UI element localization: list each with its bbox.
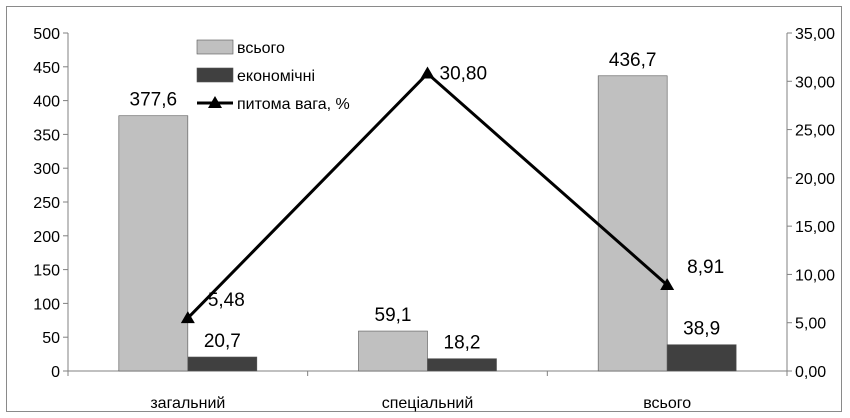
- y-left-tick-label: 150: [33, 263, 60, 280]
- y-left-tick-label: 450: [33, 60, 60, 77]
- y-right-tick-label: 30,00: [795, 74, 835, 91]
- legend-label: всього: [237, 40, 285, 57]
- ratio-data-label: 30,80: [440, 64, 488, 85]
- legend-marker: [208, 96, 222, 108]
- ratio-marker: [420, 66, 435, 79]
- data-label: 38,9: [683, 319, 720, 340]
- legend-label: питома вага, %: [237, 96, 350, 113]
- data-label: 436,7: [609, 50, 657, 71]
- y-left-tick-label: 200: [33, 229, 60, 246]
- y-left-tick-label: 400: [33, 94, 60, 111]
- ratio-marker: [180, 311, 195, 324]
- y-left-tick-label: 0: [51, 364, 60, 381]
- ratio-data-label: 5,48: [208, 290, 245, 311]
- y-left-tick-label: 500: [33, 26, 60, 43]
- y-right-tick-label: 15,00: [795, 219, 835, 236]
- data-label: 20,7: [204, 331, 241, 352]
- bar-total: [597, 75, 668, 372]
- bar-total: [118, 115, 189, 372]
- data-label: 18,2: [444, 333, 481, 354]
- y-left-tick-label: 300: [33, 161, 60, 178]
- axes: 0 50 100 150 200 250 300 350 400 450 500 0,00 5,00 10…: [33, 26, 835, 412]
- y-left-tick-label: 250: [33, 195, 60, 212]
- legend: всього економічні питома вага, %: [196, 39, 350, 113]
- y-left-tick-label: 50: [42, 330, 60, 347]
- data-labels: 377,6 20,7 59,1 18,2 436,7 38,9 5,48 30,80 8,91: [130, 50, 725, 354]
- y-right-tick-label: 10,00: [795, 267, 835, 284]
- bar-economic: [666, 344, 737, 372]
- y-right-tick-label: 35,00: [795, 26, 835, 43]
- y-right-tick-label: 5,00: [795, 316, 826, 333]
- data-label: 377,6: [130, 90, 178, 111]
- data-label: 59,1: [375, 305, 412, 326]
- legend-label: економічні: [237, 68, 315, 85]
- y-right-tick-label: 20,00: [795, 171, 835, 188]
- legend-swatch: [196, 67, 234, 83]
- ratio-line: [180, 66, 675, 324]
- y-left-tick-label: 100: [33, 296, 60, 313]
- y-right-tick-label: 0,00: [795, 364, 826, 381]
- category-label: спеціальний: [382, 395, 474, 412]
- y-right-tick-label: 25,00: [795, 123, 835, 140]
- bars: [118, 75, 737, 372]
- bar-economic: [187, 356, 258, 372]
- legend-swatch: [196, 39, 234, 55]
- category-label: загальний: [150, 395, 225, 412]
- bar-total: [358, 330, 428, 372]
- ratio-marker: [660, 277, 675, 290]
- category-label: всього: [643, 395, 691, 412]
- y-left-tick-label: 350: [33, 127, 60, 144]
- ratio-data-label: 8,91: [687, 257, 724, 278]
- bar-economic: [427, 358, 497, 372]
